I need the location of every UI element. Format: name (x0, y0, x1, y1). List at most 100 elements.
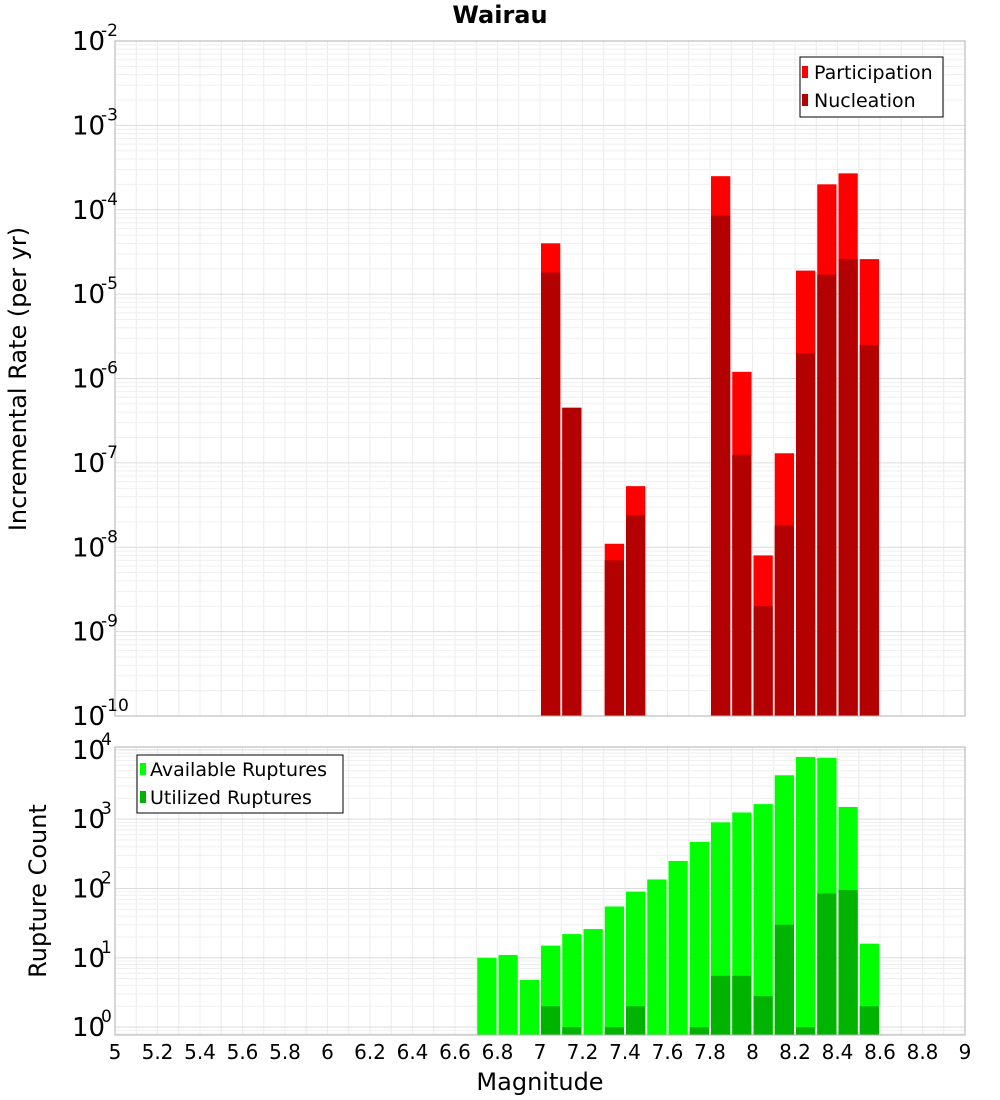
bar-utilized-ruptures (604, 1027, 624, 1035)
y-tick-exponent: -9 (101, 612, 118, 632)
bar-available-ruptures (647, 879, 667, 1035)
bar-available-ruptures (562, 934, 582, 1035)
x-tick-label: 5.2 (142, 1040, 174, 1064)
bar-utilized-ruptures (689, 1027, 709, 1035)
bar-available-ruptures (796, 756, 816, 1035)
y-tick-label: 10 (72, 1013, 105, 1043)
bar-utilized-ruptures (562, 1027, 582, 1035)
bar-available-ruptures (604, 906, 624, 1035)
bottom-bars (477, 756, 879, 1035)
x-tick-label: 8.4 (822, 1040, 854, 1064)
top-y-axis-label: Incremental Rate (per yr) (4, 227, 32, 531)
bar-utilized-ruptures (626, 1006, 646, 1035)
y-tick-exponent: -7 (101, 443, 118, 463)
bar-available-ruptures (668, 860, 688, 1035)
x-tick-label: 7.8 (694, 1040, 726, 1064)
bar-utilized-ruptures (541, 1006, 561, 1035)
bar-nucleation (817, 274, 837, 716)
y-tick-exponent: 2 (101, 869, 112, 889)
bar-nucleation (562, 407, 582, 716)
x-tick-label: 8 (746, 1040, 759, 1064)
x-tick-label: 8.6 (864, 1040, 896, 1064)
x-tick-label: 9 (959, 1040, 972, 1064)
bar-nucleation (796, 353, 816, 716)
legend-swatch-available-ruptures (140, 763, 146, 775)
top-plot-frame (114, 40, 966, 717)
y-tick-label: 10 (72, 27, 105, 57)
x-tick-label: 6.4 (397, 1040, 429, 1064)
legend-label-utilized-ruptures: Utilized Ruptures (150, 787, 312, 809)
x-tick-label: 6.2 (354, 1040, 386, 1064)
bottom-plot-frame (114, 746, 966, 1036)
y-tick-label: 10 (72, 618, 105, 648)
bottom-legend: Available Ruptures Utilized Ruptures (136, 754, 344, 814)
legend-swatch-participation (802, 66, 808, 78)
bar-available-ruptures (583, 929, 603, 1035)
x-tick-label: 7.6 (652, 1040, 684, 1064)
y-tick-label: 10 (72, 944, 105, 974)
bar-available-ruptures (626, 891, 646, 1035)
bottom-legend-box (136, 754, 344, 814)
x-tick-label: 5 (109, 1040, 122, 1064)
x-axis-label: Magnitude (476, 1068, 603, 1096)
y-tick-exponent: -4 (101, 190, 118, 210)
x-tick-labels: 5 5.2 5.4 5.6 5.8 6 6.2 6.4 6.6 6.8 7 7.2 7.4 7.6 7.8 8… (109, 1040, 972, 1064)
top-legend-box (799, 56, 944, 118)
bar-available-ruptures (477, 957, 497, 1035)
legend-label-participation: Participation (814, 62, 933, 84)
x-tick-label: 6 (321, 1040, 334, 1064)
x-tick-label: 5.8 (269, 1040, 301, 1064)
y-tick-label: 10 (72, 449, 105, 479)
legend-label-nucleation: Nucleation (814, 90, 916, 112)
y-tick-exponent: -2 (101, 21, 118, 41)
y-tick-label: 10 (72, 280, 105, 310)
bar-nucleation (732, 454, 752, 716)
y-tick-label: 10 (72, 702, 105, 732)
bottom-y-axis-label: Rupture Count (24, 804, 52, 978)
y-tick-exponent: 3 (101, 799, 112, 819)
bar-utilized-ruptures (796, 1027, 816, 1035)
y-tick-label: 10 (72, 736, 105, 766)
bar-utilized-ruptures (774, 924, 794, 1035)
chart-title: Wairau (452, 1, 547, 29)
bar-available-ruptures (498, 954, 518, 1035)
bar-nucleation (838, 259, 858, 716)
x-tick-label: 8.2 (779, 1040, 811, 1064)
x-tick-label: 5.4 (184, 1040, 216, 1064)
x-tick-label: 7.4 (609, 1040, 641, 1064)
y-tick-label: 10 (72, 805, 105, 835)
y-tick-exponent: -5 (101, 274, 118, 294)
bar-utilized-ruptures (838, 890, 858, 1035)
bar-available-ruptures (519, 979, 539, 1035)
bar-nucleation (774, 525, 794, 716)
y-tick-label: 10 (72, 875, 105, 905)
bar-nucleation (626, 515, 646, 716)
bar-utilized-ruptures (753, 996, 773, 1035)
x-tick-label: 5.6 (227, 1040, 259, 1064)
legend-swatch-utilized-ruptures (140, 791, 146, 803)
x-tick-label: 7 (534, 1040, 547, 1064)
bar-utilized-ruptures (859, 1006, 879, 1035)
x-tick-label: 6.6 (439, 1040, 471, 1064)
legend-swatch-nucleation (802, 94, 808, 106)
bar-nucleation (711, 215, 731, 717)
y-tick-exponent: -10 (101, 696, 129, 716)
y-tick-exponent: -6 (101, 359, 118, 379)
top-gridlines (114, 40, 966, 717)
y-tick-exponent: 0 (101, 1007, 112, 1027)
bar-utilized-ruptures (711, 975, 731, 1035)
x-tick-label: 6.8 (482, 1040, 514, 1064)
y-tick-exponent: -3 (101, 105, 118, 125)
y-tick-label: 10 (72, 533, 105, 563)
bar-nucleation (753, 606, 773, 716)
y-tick-exponent: 1 (101, 938, 112, 958)
bar-utilized-ruptures (817, 893, 837, 1035)
bar-available-ruptures (753, 804, 773, 1035)
bar-nucleation (604, 560, 624, 716)
y-tick-label: 10 (72, 111, 105, 141)
